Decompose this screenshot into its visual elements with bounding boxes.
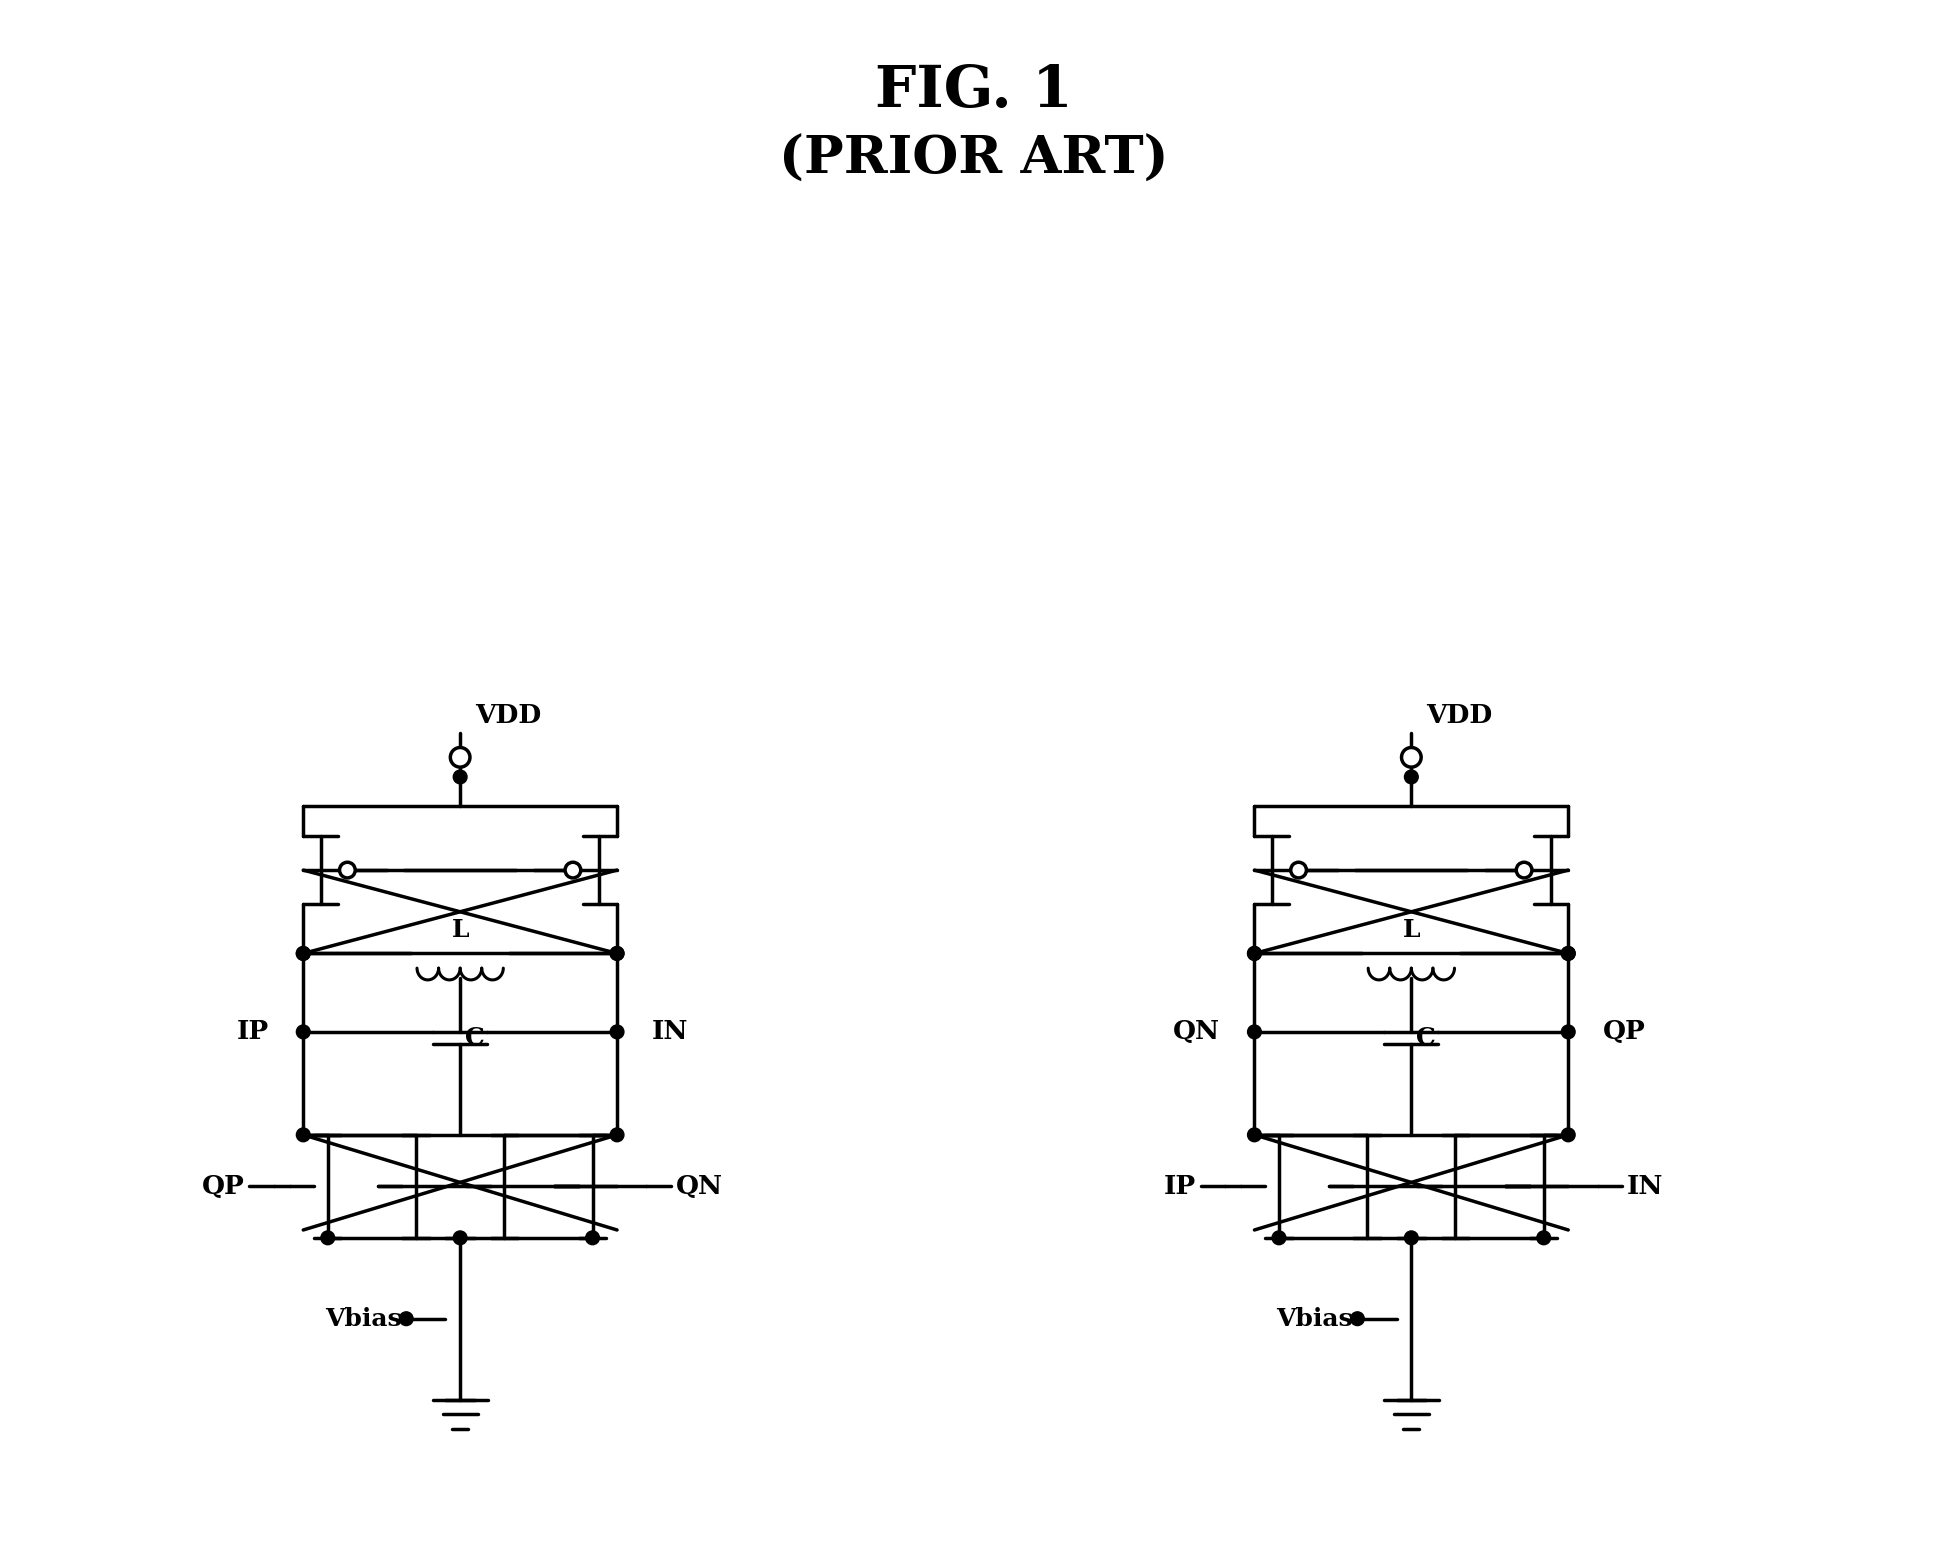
Text: FIG. 1: FIG. 1 [874,62,1073,119]
Circle shape [1291,862,1306,879]
Circle shape [296,947,310,961]
Circle shape [1404,1231,1417,1245]
Circle shape [1248,1128,1262,1142]
Circle shape [1271,1231,1285,1245]
Text: VDD: VDD [475,702,541,729]
Text: L: L [452,917,469,942]
Circle shape [609,947,623,961]
Circle shape [296,1026,310,1038]
Circle shape [454,1231,467,1245]
Circle shape [1248,947,1262,961]
Circle shape [339,862,354,879]
Circle shape [609,1128,623,1142]
Text: QN: QN [676,1174,722,1199]
Text: IN: IN [652,1019,687,1044]
Circle shape [296,1128,310,1142]
Text: Vbias: Vbias [1275,1307,1353,1330]
Text: (PRIOR ART): (PRIOR ART) [779,133,1168,184]
Circle shape [1248,1026,1262,1038]
Circle shape [1404,770,1417,784]
Circle shape [321,1231,335,1245]
Circle shape [454,770,467,784]
Circle shape [1248,947,1262,961]
Text: C: C [465,1026,485,1050]
Circle shape [1561,947,1575,961]
Circle shape [609,947,623,961]
Text: VDD: VDD [1425,702,1491,729]
Circle shape [1561,947,1575,961]
Text: IN: IN [1628,1174,1663,1199]
Circle shape [1536,1231,1550,1245]
Circle shape [1561,1128,1575,1142]
Text: C: C [1415,1026,1437,1050]
Text: QP: QP [1602,1019,1645,1044]
Text: QP: QP [202,1174,245,1199]
Circle shape [296,947,310,961]
Circle shape [1351,1312,1365,1326]
Circle shape [1402,747,1421,767]
Circle shape [586,1231,600,1245]
Circle shape [609,1026,623,1038]
Circle shape [1561,1026,1575,1038]
Circle shape [1517,862,1532,879]
Circle shape [565,862,580,879]
Text: L: L [1402,917,1419,942]
Text: Vbias: Vbias [325,1307,401,1330]
Text: IP: IP [238,1019,269,1044]
Text: IP: IP [1164,1174,1195,1199]
Circle shape [399,1312,413,1326]
Circle shape [450,747,469,767]
Text: QN: QN [1174,1019,1221,1044]
